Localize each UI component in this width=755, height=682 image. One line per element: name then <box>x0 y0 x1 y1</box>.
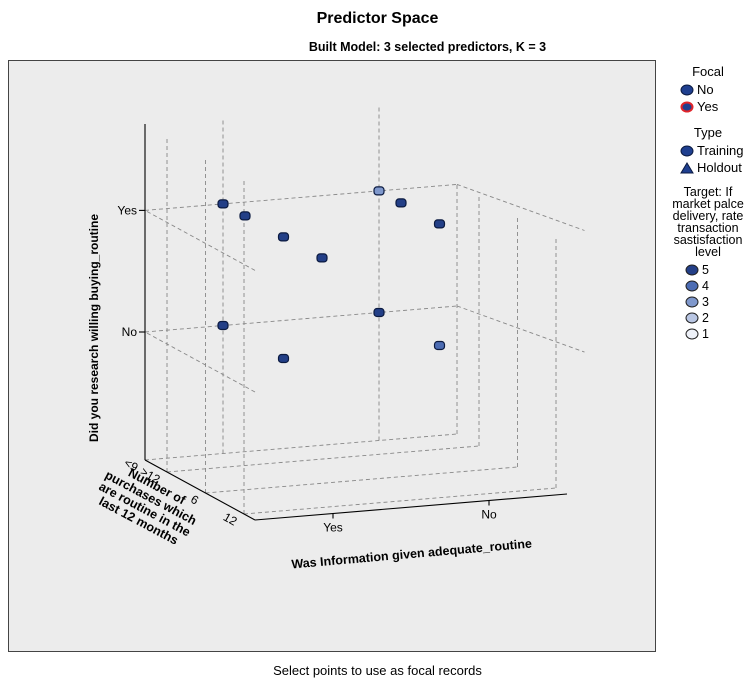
x-tick-label: Yes <box>323 521 343 535</box>
y-level-grid-line <box>144 210 256 271</box>
y-level-grid-line <box>456 305 585 353</box>
legend-focal-no[interactable]: No <box>668 81 748 98</box>
legend-type-training[interactable]: Training <box>668 142 748 159</box>
grid-lines <box>144 104 585 515</box>
data-point[interactable] <box>316 253 328 263</box>
circle-marker-icon <box>680 84 694 95</box>
chart-title: Predictor Space <box>316 10 439 27</box>
legend-type-training-label: Training <box>697 143 744 158</box>
circle-marker-icon <box>685 328 699 340</box>
data-point[interactable] <box>239 211 251 221</box>
legend-target-2[interactable]: 2 <box>668 310 748 326</box>
y-level-grid-line <box>456 183 585 231</box>
data-point[interactable] <box>217 199 229 209</box>
legend-target-4[interactable]: 4 <box>668 278 748 294</box>
z-axis-line <box>144 459 256 521</box>
legend-target-1[interactable]: 1 <box>668 326 748 342</box>
legend-target-5[interactable]: 5 <box>668 262 748 278</box>
y-level-grid-line <box>144 305 458 333</box>
data-point[interactable] <box>433 340 446 351</box>
footer-instruction: Select points to use as focal records <box>273 663 482 678</box>
legend-focal-no-label: No <box>697 82 714 97</box>
circle-marker-icon <box>680 101 694 112</box>
legend-focal: Focal No Yes <box>668 64 748 115</box>
x-tick-label: No <box>481 508 497 522</box>
legend-type-holdout[interactable]: Holdout <box>668 159 748 176</box>
y-level-grid-line <box>144 183 458 211</box>
legend-target: Target: If market palce delivery, rate t… <box>668 186 748 342</box>
floor-grid-line <box>166 445 480 473</box>
legend-focal-yes-label: Yes <box>697 99 719 114</box>
data-point[interactable] <box>373 186 385 196</box>
legend-type-holdout-label: Holdout <box>697 160 742 175</box>
data-point[interactable] <box>217 320 229 331</box>
circle-marker-icon <box>685 280 699 292</box>
circle-marker-icon <box>680 145 694 156</box>
y-tick-label: No <box>122 325 138 339</box>
legend-focal-yes[interactable]: Yes <box>668 98 748 115</box>
y-tick-label: Yes <box>117 203 137 217</box>
circle-marker-icon <box>685 296 699 308</box>
floor-grid-line <box>243 487 557 515</box>
legend-type: Type Training Holdout <box>668 125 748 176</box>
legend-target-3[interactable]: 3 <box>668 294 748 310</box>
floor-grid-line <box>144 433 458 461</box>
plot-area[interactable] <box>8 60 656 652</box>
data-point[interactable] <box>395 198 407 208</box>
data-point[interactable] <box>373 307 385 318</box>
legend-target-title: Target: If market palce delivery, rate t… <box>672 185 744 259</box>
data-points <box>217 186 446 364</box>
y-level-grid-line <box>144 331 256 393</box>
z-tick-label: <9 <box>122 456 141 475</box>
legend-focal-title: Focal <box>692 64 724 79</box>
data-point[interactable] <box>277 232 290 242</box>
circle-marker-icon <box>685 312 699 324</box>
legend: Focal No Yes Type Training Holdout Targe… <box>668 64 748 352</box>
axes <box>139 124 568 521</box>
floor-grid-line <box>205 466 518 494</box>
legend-type-title: Type <box>693 125 723 140</box>
triangle-marker-icon <box>680 161 694 173</box>
circle-marker-icon <box>685 264 699 276</box>
chart-subtitle: Built Model: 3 selected predictors, K = … <box>308 40 547 54</box>
data-point[interactable] <box>277 353 290 364</box>
z-tick-label: 12 <box>221 510 240 529</box>
x-axis-line <box>254 493 568 521</box>
x-axis-title: Was Information given adequate_routine <box>291 537 533 572</box>
data-point[interactable] <box>433 219 446 229</box>
z-tick-label: 6 <box>188 492 201 508</box>
y-axis-title: Did you research willing buying_routine <box>87 214 101 442</box>
